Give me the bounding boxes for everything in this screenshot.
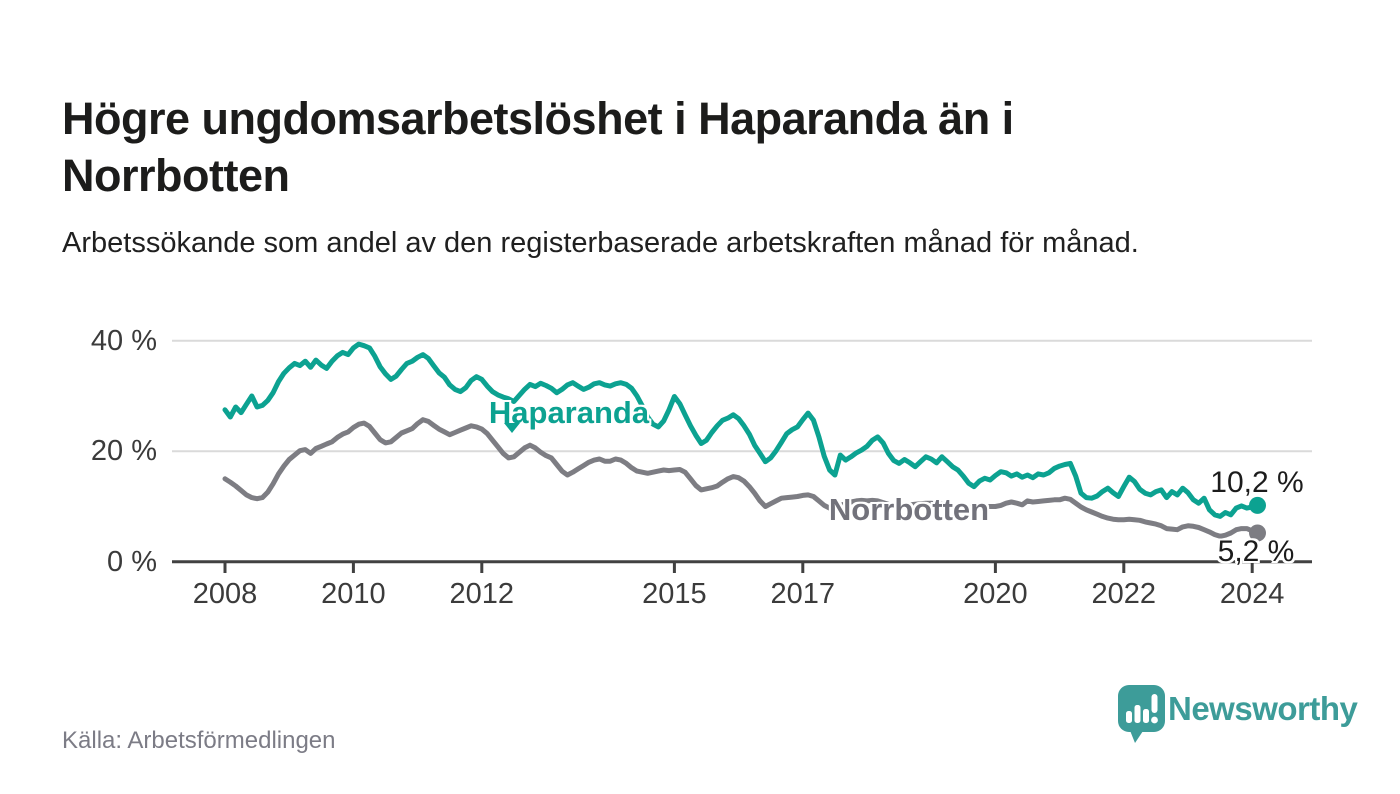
series-label-haparanda: Haparanda [488, 395, 650, 430]
x-axis-tick-label: 2015 [642, 578, 707, 610]
series-label-norrbotten: Norrbotten [828, 492, 990, 527]
y-axis-tick-label: 0 % [107, 545, 157, 578]
x-axis-tick-label: 2022 [1091, 578, 1157, 610]
x-axis-tick-label: 2008 [192, 578, 258, 610]
series-label-pointer-triangle-icon [504, 423, 520, 433]
y-axis-tick-label: 40 % [90, 324, 157, 357]
x-axis-tick-label: 2017 [770, 578, 836, 610]
x-axis-tick-label: 2010 [321, 578, 386, 610]
end-value-label-norrbotten: 5,2 % [1217, 535, 1295, 568]
page-title: Högre ungdomsarbetslöshet i Haparanda än… [62, 93, 1014, 202]
page-subtitle: Arbetssökande som andel av den registerb… [62, 227, 1139, 259]
end-value-label-haparanda: 10,2 % [1210, 466, 1304, 499]
newsworthy-wordmark: Newsworthy [1168, 690, 1358, 727]
source-attribution: Källa: Arbetsförmedlingen [62, 727, 336, 754]
newsworthy-logo-icon [1118, 685, 1165, 743]
y-axis-tick-label: 20 % [90, 435, 157, 468]
x-axis-tick-label: 2024 [1219, 578, 1285, 610]
x-axis-tick-label: 2012 [449, 578, 515, 610]
x-axis-tick-label: 2020 [963, 578, 1028, 610]
